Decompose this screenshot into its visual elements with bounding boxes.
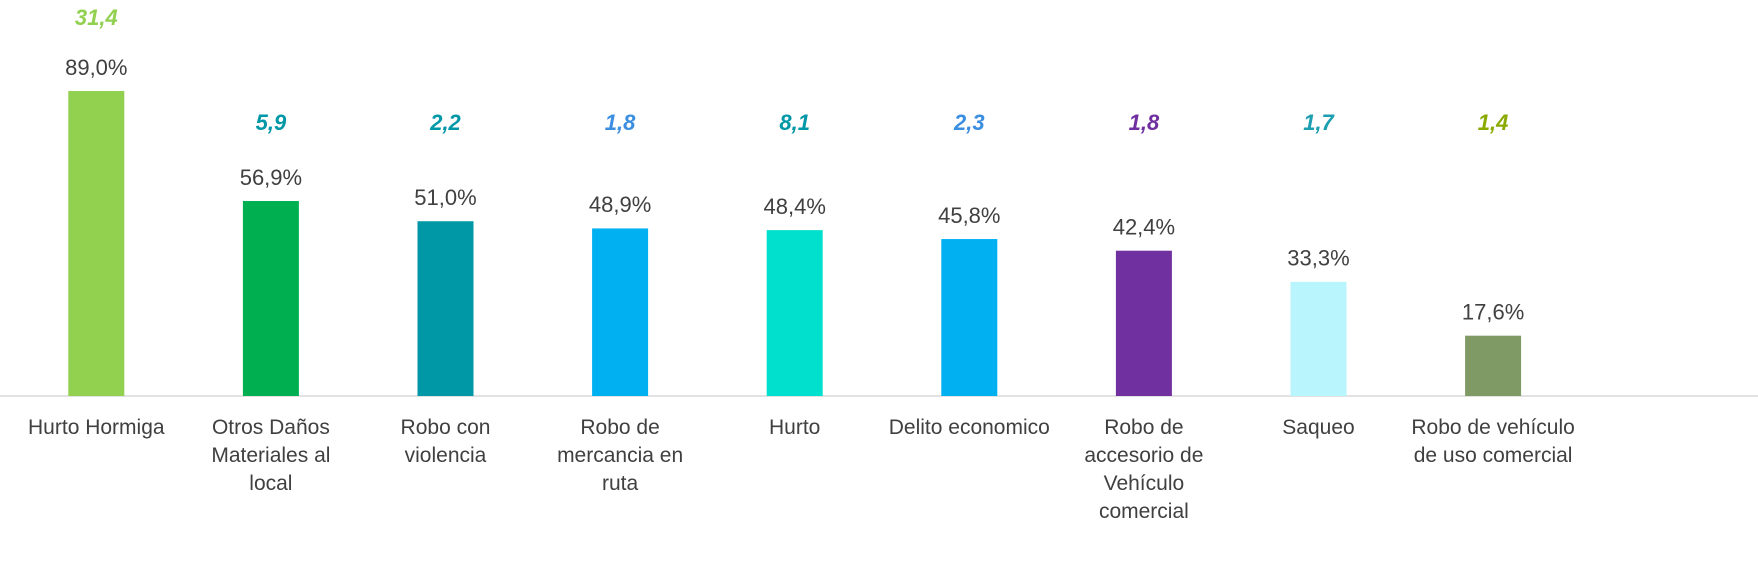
annotation: 2,2 bbox=[429, 110, 461, 135]
bar bbox=[592, 228, 649, 396]
value-label: 17,6% bbox=[1462, 299, 1524, 324]
x-tick-label: Saqueo bbox=[1282, 416, 1355, 439]
bar bbox=[1115, 250, 1172, 396]
bar bbox=[941, 239, 998, 396]
annotation: 2,3 bbox=[953, 110, 985, 135]
annotation: 1,7 bbox=[1303, 110, 1335, 135]
value-label: 45,8% bbox=[938, 203, 1000, 228]
bar bbox=[68, 91, 125, 396]
annotation: 5,9 bbox=[256, 110, 287, 135]
annotation: 1,8 bbox=[1129, 110, 1160, 135]
annotation: 1,4 bbox=[1478, 110, 1509, 135]
x-tick-label: Robo de accesorio de Vehículo comercial bbox=[1084, 416, 1204, 523]
x-tick-label: Robo con violencia bbox=[400, 416, 491, 467]
x-tick-label: Robo de vehículo de uso comercial bbox=[1411, 416, 1575, 467]
x-tick-label: Delito economico bbox=[888, 416, 1050, 439]
value-label: 51,0% bbox=[414, 185, 476, 210]
value-label: 48,4% bbox=[764, 194, 826, 219]
bar bbox=[1290, 281, 1347, 396]
value-label: 56,9% bbox=[240, 165, 302, 190]
x-tick-label: Hurto bbox=[769, 416, 821, 439]
annotation: 1,8 bbox=[605, 110, 636, 135]
value-label: 33,3% bbox=[1287, 246, 1349, 271]
value-label: 42,4% bbox=[1113, 215, 1175, 240]
x-tick-label: Hurto Hormiga bbox=[28, 416, 165, 439]
bar bbox=[242, 201, 299, 396]
annotation: 31,4 bbox=[75, 5, 118, 30]
x-tick-label: Robo de mercancia en ruta bbox=[557, 416, 684, 495]
bar bbox=[417, 221, 474, 396]
bar bbox=[766, 230, 823, 396]
x-tick-label: Otros Daños Materiales al local bbox=[211, 416, 331, 495]
value-label: 89,0% bbox=[65, 55, 127, 80]
annotation: 8,1 bbox=[779, 110, 810, 135]
bar bbox=[1465, 335, 1522, 396]
value-label: 48,9% bbox=[589, 192, 651, 217]
